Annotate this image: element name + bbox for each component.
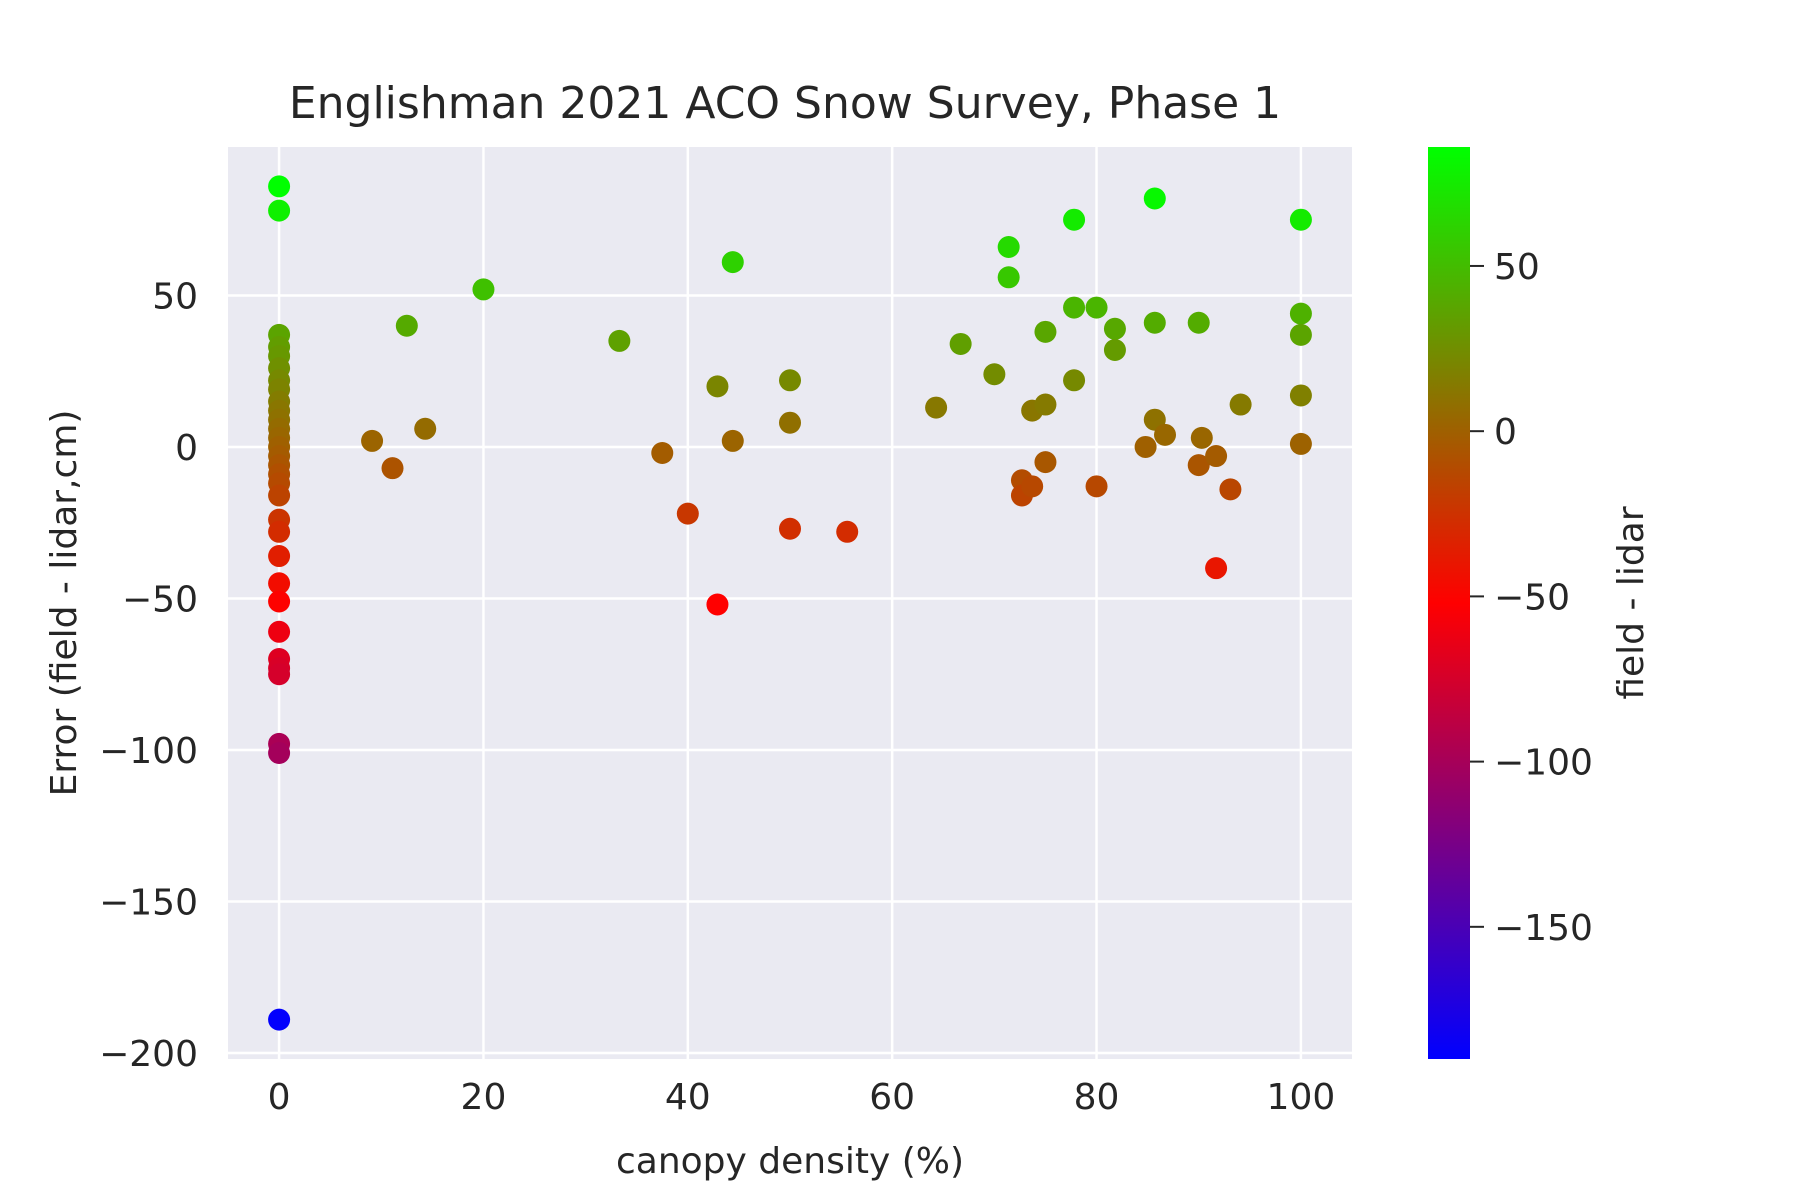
data-points: [268, 175, 1312, 1031]
x-axis-label: canopy density (%): [616, 1141, 964, 1182]
y-tick-labels: −200 −150 −100 −50 0 50: [99, 276, 198, 1074]
colorbar-tick-label: −100: [1494, 743, 1593, 784]
y-tick-label: 0: [175, 428, 198, 469]
data-point: [472, 278, 495, 301]
data-point: [361, 429, 384, 452]
data-point: [1063, 369, 1086, 392]
data-point: [1063, 296, 1086, 319]
y-axis-label: Error (field - lidar,cm): [44, 410, 85, 797]
chart-title: Englishman 2021 ACO Snow Survey, Phase 1: [289, 78, 1281, 129]
data-point: [1085, 296, 1108, 319]
data-point: [268, 590, 291, 613]
data-point: [1289, 384, 1312, 407]
x-tick-label: 80: [1074, 1077, 1120, 1118]
x-tick-label: 40: [665, 1077, 711, 1118]
data-point: [381, 457, 404, 480]
colorbar-tick-label: 0: [1494, 412, 1517, 453]
y-tick-label: −150: [99, 882, 198, 923]
data-point: [651, 442, 674, 465]
plot-area: [228, 147, 1352, 1059]
colorbar-tick-label: −150: [1494, 908, 1593, 949]
grid-lines: [228, 147, 1352, 1059]
colorbar: [1428, 147, 1470, 1059]
data-point: [395, 314, 418, 337]
data-point: [1134, 435, 1157, 458]
data-point: [1143, 311, 1166, 334]
data-point: [1289, 432, 1312, 455]
data-point: [268, 620, 291, 643]
x-tick-label: 100: [1267, 1077, 1336, 1118]
data-point: [1021, 475, 1044, 498]
x-tick-labels: 0 20 40 60 80 100: [268, 1077, 1336, 1118]
y-tick-label: −100: [99, 731, 198, 772]
data-point: [676, 502, 699, 525]
data-point: [997, 235, 1020, 258]
data-point: [268, 663, 291, 686]
data-point: [779, 411, 801, 434]
data-point: [706, 375, 729, 398]
data-point: [608, 329, 631, 352]
data-point: [268, 572, 291, 595]
x-tick-label: 0: [268, 1077, 291, 1118]
colorbar-tick-label: 50: [1494, 247, 1540, 288]
data-point: [721, 429, 744, 452]
data-point: [721, 251, 744, 274]
data-point: [1205, 445, 1228, 468]
data-point: [925, 396, 948, 419]
data-point: [997, 266, 1020, 289]
data-point: [836, 520, 859, 543]
data-point: [779, 369, 801, 392]
data-point: [1034, 451, 1057, 474]
data-point: [268, 520, 291, 543]
data-point: [1143, 187, 1166, 210]
data-point: [1205, 557, 1228, 580]
data-point: [949, 332, 972, 355]
data-point: [1034, 393, 1057, 416]
data-point: [1289, 323, 1312, 346]
data-point: [1034, 320, 1057, 343]
colorbar-tick-label: −50: [1494, 577, 1570, 618]
data-point: [268, 484, 291, 507]
data-point: [1289, 208, 1312, 231]
colorbar-ticks: 50 0 −50 −100 −150: [1470, 247, 1593, 949]
data-point: [1187, 454, 1210, 477]
y-tick-label: −50: [122, 579, 198, 620]
data-point: [1219, 478, 1242, 501]
data-point: [268, 175, 291, 198]
data-point: [983, 363, 1006, 386]
data-point: [1229, 393, 1252, 416]
data-point: [1187, 311, 1210, 334]
data-point: [268, 545, 291, 568]
y-tick-label: 50: [152, 276, 198, 317]
data-point: [706, 593, 729, 616]
data-point: [1289, 302, 1312, 325]
data-point: [268, 1008, 291, 1031]
x-tick-label: 60: [869, 1077, 915, 1118]
data-point: [268, 741, 291, 764]
y-tick-label: −200: [99, 1034, 198, 1075]
data-point: [1103, 339, 1126, 362]
colorbar-label: field - lidar: [1611, 506, 1652, 699]
data-point: [1154, 423, 1177, 446]
data-point: [414, 417, 437, 440]
data-point: [779, 517, 801, 540]
data-point: [1103, 317, 1126, 340]
x-tick-label: 20: [461, 1077, 507, 1118]
data-point: [1085, 475, 1108, 498]
data-point: [1063, 208, 1086, 231]
data-point: [268, 199, 291, 222]
data-point: [1190, 426, 1213, 449]
